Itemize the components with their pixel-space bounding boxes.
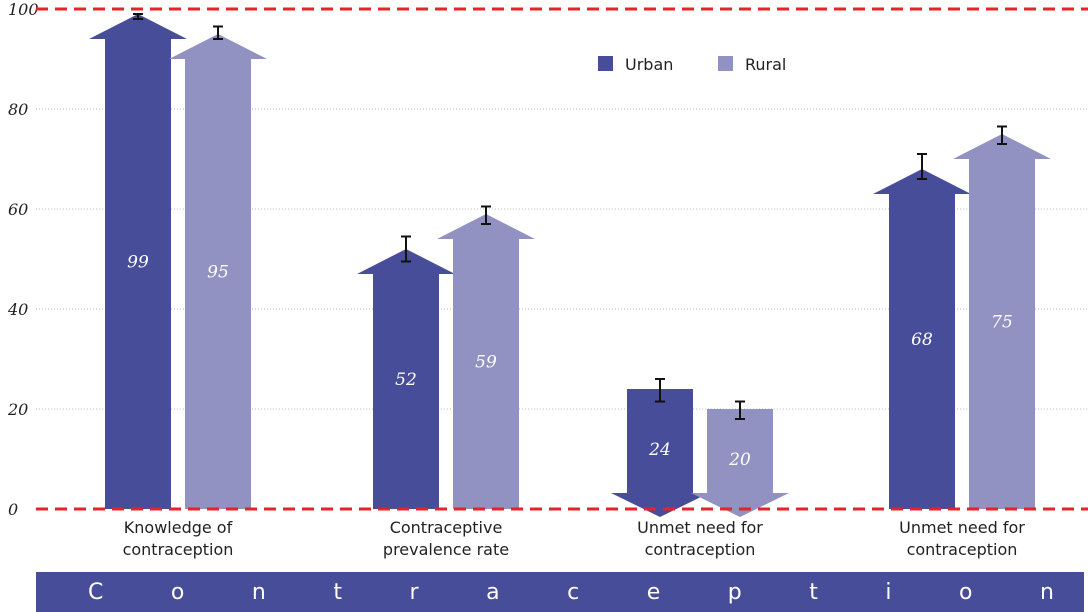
bar-arrow xyxy=(357,249,455,509)
footer-letter: r xyxy=(409,579,419,605)
footer-letter: o xyxy=(170,579,185,605)
footer-letter: c xyxy=(567,579,580,605)
bar-arrow xyxy=(873,169,971,509)
data-label: 68 xyxy=(911,330,933,350)
footer-letter: t xyxy=(809,579,818,605)
footer-letter: C xyxy=(88,579,104,605)
bar-arrow xyxy=(953,134,1051,509)
footer-letter: p xyxy=(727,579,742,605)
data-label: 20 xyxy=(728,450,751,470)
data-label: 24 xyxy=(648,440,671,460)
data-label: 75 xyxy=(991,313,1013,333)
footer-letter: t xyxy=(333,579,342,605)
data-label: 52 xyxy=(395,370,417,390)
data-label: 95 xyxy=(207,263,229,283)
legend-label: Urban xyxy=(625,55,673,74)
footer-letter: n xyxy=(251,579,266,605)
bar-arrow xyxy=(437,214,535,509)
data-label: 59 xyxy=(475,353,497,373)
y-tick-label: 60 xyxy=(8,200,28,219)
category-label-line: Unmet need for xyxy=(637,518,763,537)
bar-arrow xyxy=(169,34,267,509)
y-axis-ticks: 0 20 40 60 80 100 xyxy=(7,0,39,519)
bar-arrow xyxy=(611,389,709,517)
category-label: Knowledge of contraception xyxy=(123,518,234,559)
category-labels: Knowledge of contraception Contraceptive pr… xyxy=(123,518,1026,559)
footer-letter: i xyxy=(885,579,892,605)
bar-arrow xyxy=(691,409,789,517)
legend-swatch xyxy=(598,56,613,71)
bar-arrow xyxy=(89,14,187,509)
category-label: Contraceptive prevalence rate xyxy=(383,518,509,559)
category-label: Unmet need for contraception xyxy=(637,518,763,559)
data-label: 99 xyxy=(127,253,149,273)
category-label: Unmet need for contraception xyxy=(899,518,1025,559)
category-label-line: contraception xyxy=(907,540,1018,559)
category-label-line: Unmet need for xyxy=(899,518,1025,537)
legend-label: Rural xyxy=(745,55,786,74)
footer-letter: n xyxy=(1040,579,1054,605)
y-tick-label: 20 xyxy=(7,400,28,419)
bars: 99 52 24 68 95 59 20 75 xyxy=(89,13,1051,517)
category-label-line: prevalence rate xyxy=(383,540,509,559)
y-tick-label: 80 xyxy=(8,100,28,119)
category-label-line: contraception xyxy=(123,540,234,559)
footer-letter: e xyxy=(646,579,661,605)
category-label-line: Knowledge of xyxy=(124,518,233,537)
legend-swatch xyxy=(718,56,733,71)
y-tick-label: 100 xyxy=(8,0,39,19)
footer-letter: a xyxy=(486,579,500,605)
footer-letter: o xyxy=(959,579,973,605)
reference-lines xyxy=(36,7,1088,511)
category-label-line: Contraceptive xyxy=(390,518,503,537)
category-label-line: contraception xyxy=(645,540,756,559)
y-tick-label: 0 xyxy=(8,500,18,519)
legend: Urban Rural xyxy=(598,55,786,74)
y-tick-label: 40 xyxy=(7,300,28,319)
